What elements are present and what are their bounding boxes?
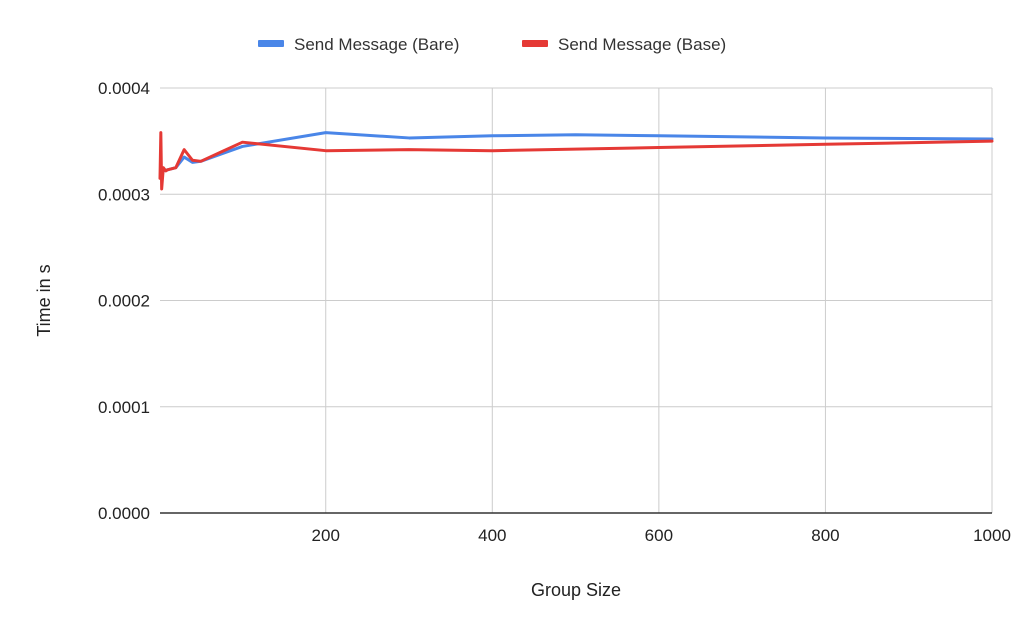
y-tick-label: 0.0000 (98, 504, 150, 523)
y-tick-label: 0.0001 (98, 398, 150, 417)
legend-label: Send Message (Base) (558, 35, 726, 54)
series-line-2 (158, 131, 994, 191)
series-line-1 (159, 131, 994, 180)
legend-swatch (522, 40, 548, 47)
y-tick-label: 0.0004 (98, 79, 150, 98)
x-axis-title: Group Size (531, 580, 621, 600)
series-layer (158, 131, 994, 191)
legend-swatch (258, 40, 284, 47)
x-tick-label: 200 (312, 526, 340, 545)
y-axis-title: Time in s (34, 264, 54, 336)
legend: Send Message (Bare) Send Message (Base) (258, 35, 726, 54)
x-tick-label: 1000 (973, 526, 1011, 545)
y-tick-label: 0.0002 (98, 292, 150, 311)
legend-label: Send Message (Bare) (294, 35, 459, 54)
gridlines (160, 87, 993, 513)
x-axis-ticks: 200 400 600 800 1000 (312, 526, 1011, 545)
y-axis-ticks: 0.0000 0.0001 0.0002 0.0003 0.0004 (98, 79, 150, 523)
x-tick-label: 800 (811, 526, 839, 545)
y-tick-label: 0.0003 (98, 185, 150, 204)
x-tick-label: 600 (645, 526, 673, 545)
x-tick-label: 400 (478, 526, 506, 545)
